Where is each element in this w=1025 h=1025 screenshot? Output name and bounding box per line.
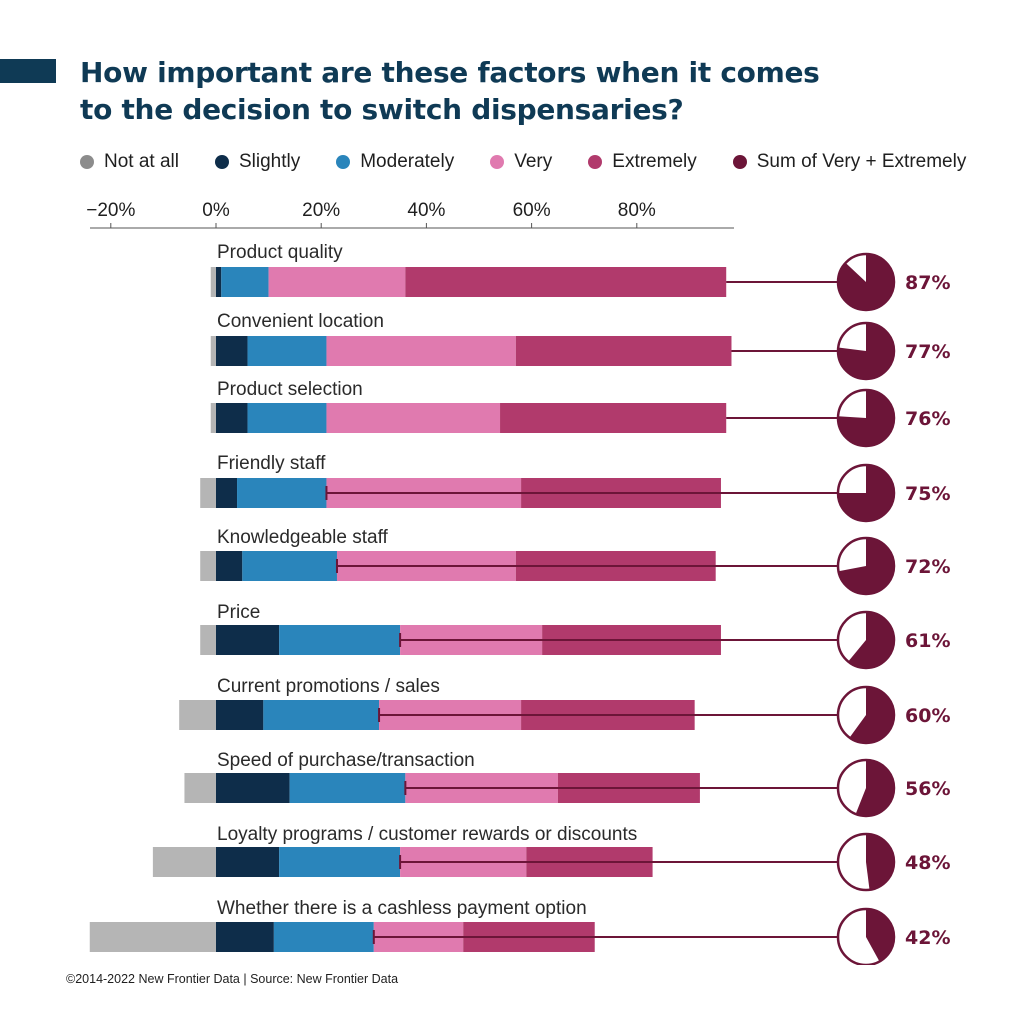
bar-not-at-all-0 <box>210 267 216 297</box>
bar-extremely-1 <box>515 336 732 366</box>
bar-not-at-all-3 <box>200 478 216 508</box>
legend-swatch-4 <box>588 155 603 169</box>
sum-pie-slice-1 <box>837 323 894 380</box>
x-tick-label-3: 40% <box>407 200 445 221</box>
legend-swatch-3 <box>490 155 505 169</box>
row-label-3: Friendly staff <box>217 453 326 474</box>
legend-item-2: Moderately <box>336 151 454 173</box>
x-tick-label-2: 20% <box>302 200 340 221</box>
chart-title-line-1: How important are these factors when it … <box>80 56 820 89</box>
bar-slightly-8 <box>216 847 280 877</box>
bar-moderately-2 <box>247 403 327 433</box>
bar-moderately-0 <box>221 267 269 297</box>
legend-swatch-1 <box>214 155 229 169</box>
bar-extremely-0 <box>405 267 727 297</box>
bar-not-at-all-8 <box>152 847 216 877</box>
bar-not-at-all-1 <box>210 336 216 366</box>
row-label-6: Current promotions / sales <box>217 676 440 697</box>
sum-pie-slice-5 <box>848 612 895 669</box>
x-tick-label-0: −20% <box>86 200 135 221</box>
bar-very-0 <box>268 267 406 297</box>
sum-value-label-7: 56% <box>905 778 950 800</box>
row-label-5: Price <box>217 602 260 623</box>
sum-pie-slice-8 <box>866 834 895 890</box>
bar-slightly-7 <box>216 773 290 803</box>
legend-swatch-0 <box>80 155 94 169</box>
row-label-1: Convenient location <box>217 311 384 332</box>
legend-item-1: Slightly <box>214 151 301 173</box>
legend: Not at all Slightly Moderately Very Extremel… <box>80 149 966 175</box>
bar-slightly-9 <box>216 922 274 952</box>
sum-value-label-3: 75% <box>905 483 950 505</box>
chart-title-line-2: to the decision to switch dispensaries? <box>80 93 684 126</box>
row-label-0: Product quality <box>217 242 343 263</box>
bar-moderately-1 <box>247 336 327 366</box>
legend-label-3: Very <box>514 151 553 172</box>
sum-value-label-2: 76% <box>905 408 950 430</box>
chart-title: How important are these factors when it … <box>80 54 840 128</box>
row-label-2: Product selection <box>217 379 363 400</box>
bar-very-1 <box>326 336 516 366</box>
legend-swatch-5 <box>732 155 747 169</box>
sum-pie-slice-3 <box>838 465 894 521</box>
bar-extremely-2 <box>500 403 727 433</box>
bar-moderately-9 <box>273 922 374 952</box>
bar-slightly-3 <box>216 478 238 508</box>
sum-value-label-1: 77% <box>905 341 950 363</box>
legend-label-2: Moderately <box>360 151 455 172</box>
bar-moderately-7 <box>289 773 406 803</box>
accent-bar <box>0 59 56 83</box>
sum-value-label-6: 60% <box>905 705 950 727</box>
legend-item-0: Not at all <box>80 151 179 173</box>
sum-value-label-5: 61% <box>905 630 950 652</box>
bar-slightly-5 <box>216 625 280 655</box>
sum-value-label-8: 48% <box>905 852 950 874</box>
bar-slightly-0 <box>216 267 222 297</box>
chart-plot: −20% 0% 20% 40% 60% 80% Product quality 87% Conv… <box>86 200 950 965</box>
bar-not-at-all-6 <box>179 700 216 730</box>
bar-not-at-all-7 <box>184 773 216 803</box>
legend-item-5: Sum of Very + Extremely <box>732 151 967 173</box>
sum-pie-slice-0 <box>837 254 894 310</box>
sum-value-label-4: 72% <box>905 556 950 578</box>
bar-not-at-all-9 <box>89 922 216 952</box>
bar-not-at-all-5 <box>200 625 216 655</box>
x-tick-label-4: 60% <box>513 200 551 221</box>
bar-moderately-6 <box>263 700 380 730</box>
bar-not-at-all-2 <box>210 403 216 433</box>
legend-item-3: Very <box>490 151 552 173</box>
footer-source: ©2014-2022 New Frontier Data | Source: N… <box>66 972 399 986</box>
bar-moderately-8 <box>279 847 401 877</box>
bar-moderately-3 <box>237 478 327 508</box>
sum-pie-slice-2 <box>838 390 895 447</box>
sum-value-label-9: 42% <box>905 927 950 949</box>
legend-item-4: Extremely <box>588 151 697 173</box>
bar-very-2 <box>326 403 501 433</box>
legend-swatch-2 <box>336 155 351 169</box>
bar-moderately-5 <box>279 625 401 655</box>
bar-slightly-2 <box>216 403 248 433</box>
legend-label-0: Not at all <box>104 151 179 172</box>
sum-value-label-0: 87% <box>905 272 950 294</box>
bar-slightly-4 <box>216 551 243 581</box>
x-tick-label-5: 80% <box>618 200 656 221</box>
bar-not-at-all-4 <box>200 551 216 581</box>
row-label-9: Whether there is a cashless payment opti… <box>217 898 587 919</box>
bar-slightly-6 <box>216 700 264 730</box>
sum-pie-slice-6 <box>849 687 895 743</box>
sum-pie-slice-7 <box>855 760 895 816</box>
sum-pie-slice-9 <box>866 909 895 962</box>
row-label-7: Speed of purchase/transaction <box>217 750 475 771</box>
legend-label-1: Slightly <box>238 151 301 172</box>
sum-pie-slice-4 <box>838 538 895 594</box>
x-tick-label-1: 0% <box>202 200 230 221</box>
row-label-8: Loyalty programs / customer rewards or d… <box>217 824 637 845</box>
row-label-4: Knowledgeable staff <box>217 527 388 548</box>
bar-slightly-1 <box>216 336 248 366</box>
bar-moderately-4 <box>242 551 337 581</box>
legend-label-5: Sum of Very + Extremely <box>756 151 967 172</box>
legend-label-4: Extremely <box>612 151 697 172</box>
